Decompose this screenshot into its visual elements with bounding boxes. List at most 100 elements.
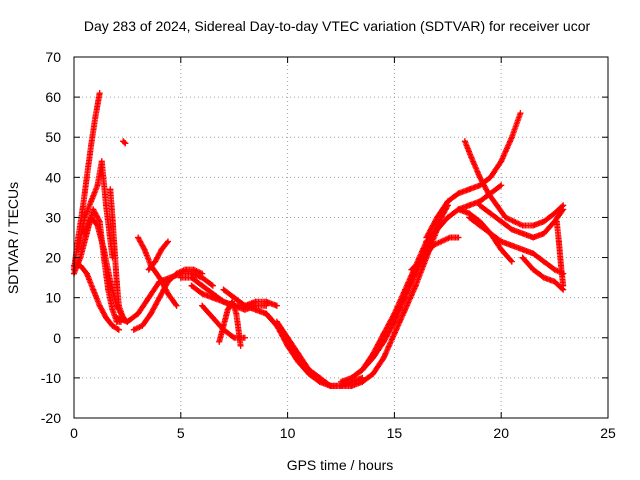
data-series	[71, 90, 567, 389]
data-point	[182, 266, 189, 273]
data-point	[517, 110, 524, 117]
data-point	[156, 274, 163, 281]
data-point	[359, 366, 366, 373]
data-point	[295, 354, 302, 361]
data-point	[220, 286, 227, 293]
data-point	[173, 270, 180, 277]
data-point	[429, 242, 436, 249]
y-tick-label: 30	[45, 209, 61, 225]
data-point	[88, 142, 95, 149]
data-point	[370, 370, 377, 377]
x-tick-labels: 0 5 10 15 20 25	[70, 425, 616, 441]
data-point	[476, 174, 483, 181]
data-point	[263, 310, 270, 317]
data-point	[508, 134, 515, 141]
series-arc-27	[466, 214, 567, 277]
data-point	[164, 290, 171, 297]
data-point	[139, 322, 146, 329]
data-point	[233, 310, 240, 317]
data-point	[455, 234, 462, 241]
series-arc-4	[71, 262, 122, 333]
data-point	[402, 286, 409, 293]
data-point	[90, 206, 97, 213]
data-point	[476, 218, 483, 225]
series-arc-26	[461, 138, 567, 229]
data-point	[444, 198, 451, 205]
data-point	[530, 250, 537, 257]
data-point	[147, 310, 154, 317]
data-point	[231, 294, 238, 301]
data-point	[130, 326, 137, 333]
x-tick-label: 10	[280, 425, 296, 441]
data-point	[530, 222, 537, 229]
data-point	[558, 262, 565, 269]
data-point	[498, 218, 505, 225]
data-point	[216, 338, 223, 345]
data-point	[224, 306, 231, 313]
series-arc-8	[113, 270, 216, 325]
data-point	[338, 378, 344, 385]
series-arc-22	[348, 238, 430, 381]
data-point	[530, 266, 537, 273]
data-point	[209, 294, 216, 301]
series-markers	[348, 238, 430, 381]
data-point	[519, 254, 526, 261]
data-point	[263, 298, 270, 305]
x-tick-label: 15	[387, 425, 403, 441]
data-point	[508, 226, 515, 233]
y-tick-label: 10	[45, 290, 61, 306]
y-tick-label: -20	[41, 410, 61, 426]
data-point	[408, 266, 415, 273]
data-point	[530, 234, 537, 241]
data-point	[553, 218, 560, 225]
data-point	[540, 274, 547, 281]
data-point	[273, 318, 280, 325]
data-point	[115, 326, 122, 333]
data-point	[77, 262, 84, 269]
data-point	[173, 302, 180, 309]
data-point	[124, 318, 131, 325]
data-point	[476, 202, 483, 209]
data-point	[468, 154, 475, 161]
data-point	[455, 190, 462, 197]
data-point	[199, 282, 206, 289]
y-axis-label: SDTVAR / TECUs	[5, 182, 21, 294]
data-point	[412, 282, 419, 289]
data-point	[109, 322, 116, 329]
data-point	[273, 302, 280, 309]
data-point	[122, 140, 129, 147]
y-tick-label: 60	[45, 89, 61, 105]
data-point	[461, 138, 468, 145]
grid	[74, 57, 608, 418]
data-point	[487, 174, 494, 181]
data-point	[284, 342, 291, 349]
data-point	[487, 230, 494, 237]
data-point	[88, 214, 95, 221]
data-point	[380, 354, 387, 361]
y-tick-label: 20	[45, 250, 61, 266]
data-point	[109, 306, 116, 313]
data-point	[498, 182, 505, 189]
data-point	[498, 246, 505, 253]
x-axis-label: GPS time / hours	[287, 457, 394, 473]
data-point	[231, 334, 238, 341]
data-point	[511, 218, 518, 225]
data-point	[540, 218, 547, 225]
data-point	[498, 158, 505, 165]
data-point	[519, 222, 526, 229]
data-point	[220, 298, 227, 305]
data-point	[551, 210, 558, 217]
data-point	[466, 186, 473, 193]
series-arc-24	[423, 110, 524, 241]
data-point	[493, 202, 500, 209]
series-arc-15	[216, 298, 244, 349]
data-point	[113, 314, 120, 321]
data-point	[540, 258, 547, 265]
data-point	[551, 266, 558, 273]
data-point	[391, 310, 398, 317]
data-point	[145, 294, 152, 301]
data-point	[237, 342, 244, 349]
data-point	[109, 214, 116, 221]
data-point	[90, 286, 97, 293]
data-point	[348, 374, 355, 381]
